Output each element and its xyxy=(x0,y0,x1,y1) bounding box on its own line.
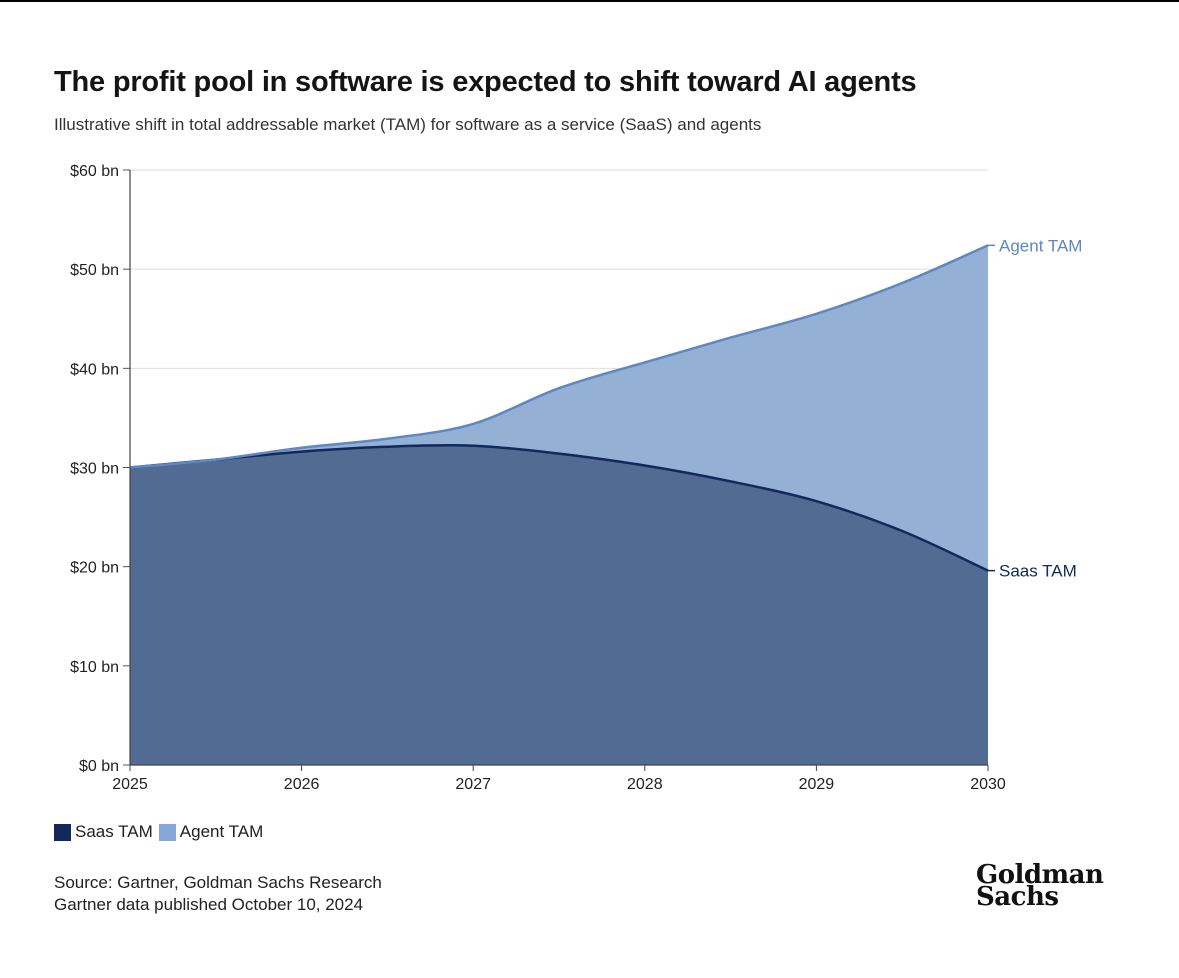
y-tick-label: $50 bn xyxy=(70,262,119,279)
legend-swatch-saas xyxy=(54,823,71,841)
y-tick-label: $30 bn xyxy=(70,461,119,478)
area-series xyxy=(129,244,989,765)
x-tick-label: 2028 xyxy=(627,776,663,793)
x-tick-label: 2026 xyxy=(284,776,320,793)
chart-subtitle: Illustrative shift in total addressable … xyxy=(54,115,762,134)
legend-swatch-agent xyxy=(158,823,176,841)
series-label-saas-tam: Saas TAM xyxy=(999,562,1077,581)
legend-item-saas: Saas TAM xyxy=(54,822,153,842)
y-tick-label: $60 bn xyxy=(70,163,119,180)
goldman-sachs-logo: Goldman Sachs xyxy=(976,860,1106,912)
logo-line-2: Sachs xyxy=(976,882,1059,912)
logo-line-1: Goldman xyxy=(976,860,1104,890)
source-line: Source: Gartner, Goldman Sachs Research xyxy=(54,873,382,892)
top-rule xyxy=(0,0,1179,2)
publication-line: Gartner data published October 10, 2024 xyxy=(54,895,364,914)
legend: Saas TAM Agent TAM xyxy=(54,822,269,842)
area-chart: $0 bn $10 bn $20 bn $30 bn $40 bn $50 bn $60 b… xyxy=(70,163,1082,793)
legend-label-saas: Saas TAM xyxy=(75,822,153,841)
series-label-agent-tam: Agent TAM xyxy=(999,236,1082,255)
x-tick-label: 2029 xyxy=(799,776,835,793)
axes: $0 bn $10 bn $20 bn $30 bn $40 bn $50 bn $60 b… xyxy=(70,163,1006,793)
y-tick-label: $0 bn xyxy=(79,758,119,775)
legend-item-agent: Agent TAM xyxy=(158,822,264,842)
y-tick-label: $40 bn xyxy=(70,361,119,378)
x-tick-label: 2027 xyxy=(455,776,491,793)
series-labels: Saas TAM Agent TAM xyxy=(988,236,1082,581)
line-agent-tam xyxy=(129,244,989,469)
chart-title: The profit pool in software is expected … xyxy=(54,66,917,98)
y-tick-label: $10 bn xyxy=(70,659,119,676)
source-note: Source: Gartner, Goldman Sachs Research … xyxy=(54,872,382,916)
x-tick-label: 2025 xyxy=(112,776,148,793)
area-saas-tam xyxy=(130,445,988,765)
y-tick-label: $20 bn xyxy=(70,560,119,577)
x-tick-label: 2030 xyxy=(970,776,1006,793)
line-saas-tam xyxy=(129,443,989,572)
legend-label-agent: Agent TAM xyxy=(179,822,264,841)
